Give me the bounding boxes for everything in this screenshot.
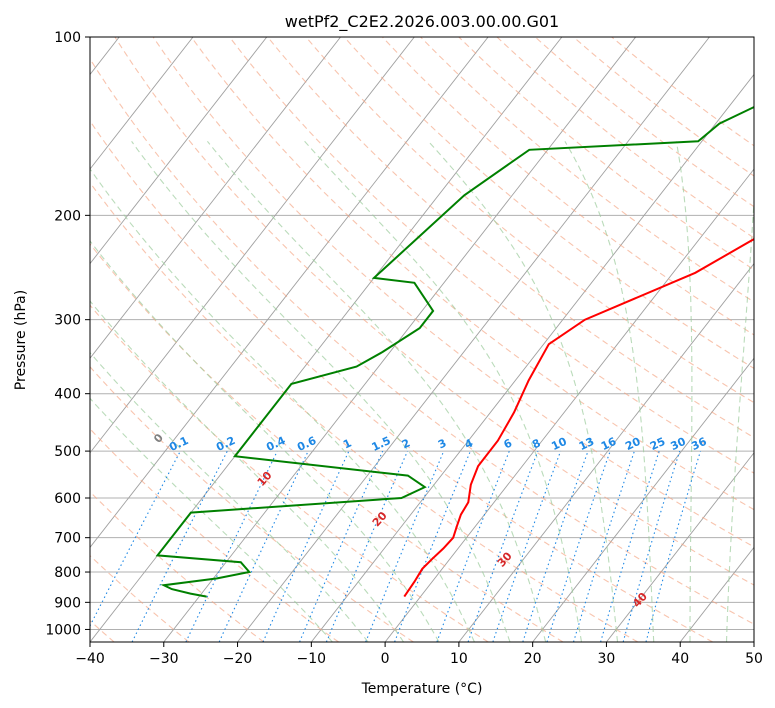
y-tick-label: 600 (54, 491, 81, 507)
moist-adiabat-line (675, 141, 693, 642)
dry-adiabat-line (90, 181, 639, 642)
isotherm-line (606, 452, 754, 642)
dry-adiabat-line (90, 365, 414, 642)
mixing-ratio-line (622, 450, 681, 642)
dry-adiabat-line (305, 37, 754, 404)
x-tick-label: 40 (671, 651, 689, 667)
x-tick-label: 20 (524, 651, 542, 667)
isotherm-line (458, 262, 754, 642)
moist-adiabat-line (304, 140, 583, 642)
x-tick-label: 30 (598, 651, 616, 667)
y-axis-label: Pressure (hPa) (13, 290, 29, 390)
y-tick-label: 800 (54, 565, 81, 581)
x-tick-label: 0 (381, 651, 390, 667)
moist-adiabat-line (564, 141, 655, 642)
dry-adiabat-line (267, 37, 754, 439)
mixing-ratio-line (522, 450, 589, 642)
x-tick-label: −30 (149, 651, 179, 667)
moist-adiabat-line (90, 300, 405, 642)
mixing-ratio-label: 16 (599, 435, 619, 453)
mixing-ratio-label: 30 (669, 435, 689, 453)
isotherm-line (90, 37, 268, 265)
mixing-ratio-line (185, 450, 278, 642)
isotherm-line (90, 37, 489, 549)
isotherm-line (753, 641, 754, 642)
mixing-ratio-line (600, 450, 660, 642)
mixing-ratio-line (218, 450, 309, 642)
mixing-ratio-line (572, 450, 635, 642)
mixing-ratio-line (546, 450, 611, 642)
isotherm-line (237, 37, 710, 642)
isotherm-line (90, 37, 194, 170)
moist-adiabat-line (90, 240, 440, 642)
isotherm-line (532, 357, 754, 642)
mixing-ratio-line (394, 450, 471, 642)
mixing-ratio-label: 13 (577, 435, 596, 453)
dry-adiabat-line (458, 37, 754, 271)
mixing-ratio-label: 10 (549, 435, 569, 453)
y-tick-label: 500 (54, 444, 81, 460)
dewpoint-profile-line (155, 105, 754, 598)
y-tick-label: 300 (54, 313, 81, 329)
dry-adiabat-line (190, 37, 754, 511)
dry-adiabat-line (152, 37, 754, 548)
x-tick-label: 10 (450, 651, 468, 667)
mixing-ratio-label: 20 (623, 435, 643, 453)
dry-adiabat-line (90, 428, 339, 642)
dry-adiabat-line (420, 37, 754, 303)
dry-adiabat-line (114, 37, 754, 586)
moist-adiabat-line (90, 397, 333, 642)
y-tick-label: 700 (54, 531, 81, 547)
isotherm-line (384, 168, 754, 642)
x-tick-label: −20 (223, 651, 253, 667)
mixing-ratio-label: 36 (689, 435, 709, 453)
temperature-profile-line (403, 237, 754, 598)
chart-title: wetPf2_C2E2.2026.003.00.00.G01 (285, 12, 559, 32)
x-tick-label: −40 (75, 651, 105, 667)
dry-adiabat-line (496, 37, 754, 239)
y-tick-label: 400 (54, 387, 81, 403)
x-tick-label: 50 (745, 651, 763, 667)
x-axis-label: Temperature (°C) (361, 681, 483, 697)
plot-frame (89, 36, 755, 643)
mixing-ratio-line (436, 450, 510, 642)
x-tick-label: −10 (297, 651, 327, 667)
mixing-ratio-line (645, 450, 702, 642)
isotherm-line (90, 37, 415, 454)
dry-adiabat-line (90, 57, 754, 625)
isotherm-line (310, 73, 754, 642)
moist-adiabat-line (131, 140, 511, 642)
isotherm-line (163, 37, 637, 642)
y-tick-label: 200 (54, 208, 81, 224)
moist-adiabat-line (90, 351, 369, 642)
plot-background (90, 37, 754, 642)
dry-adiabat-line (343, 37, 754, 370)
mixing-ratio-label: 25 (648, 435, 667, 453)
y-tick-label: 100 (54, 30, 81, 46)
moist-adiabat-line (90, 167, 475, 642)
y-tick-label: 900 (54, 595, 81, 611)
moist-adiabat-line (427, 140, 619, 642)
moist-adiabat-line (725, 192, 754, 642)
y-tick-label: 1000 (45, 622, 81, 638)
isotherm-line (90, 37, 341, 359)
